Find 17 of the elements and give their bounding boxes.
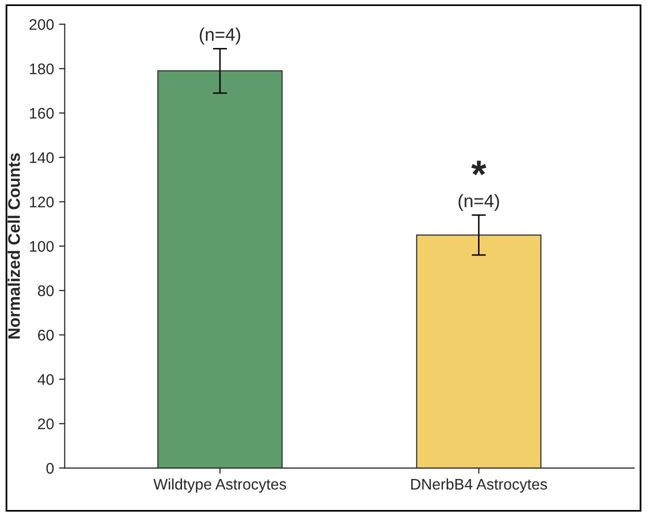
x-tick-label: Wildtype Astrocytes: [153, 478, 286, 493]
y-tick-label: 160: [30, 108, 54, 119]
y-tick-label: 40: [38, 374, 54, 385]
annotation: (n=4): [200, 28, 240, 44]
y-tick-label: 60: [38, 330, 54, 341]
y-axis-title: Normalized Cell Counts: [8, 153, 20, 339]
y-tick-label: 20: [38, 418, 54, 430]
y-tick-label: 80: [38, 285, 54, 296]
y-tick-label: 0: [46, 462, 54, 474]
y-tick-label: 200: [30, 19, 54, 30]
annotation: *: [471, 160, 486, 176]
y-tick-label: 120: [30, 196, 54, 208]
y-tick-label: 140: [30, 152, 54, 164]
x-tick-label: DNerbB4 Astrocytes: [411, 478, 548, 493]
y-tick-label: 180: [30, 63, 54, 74]
annotation: (n=4): [458, 194, 499, 211]
y-tick-label: 100: [30, 241, 54, 252]
